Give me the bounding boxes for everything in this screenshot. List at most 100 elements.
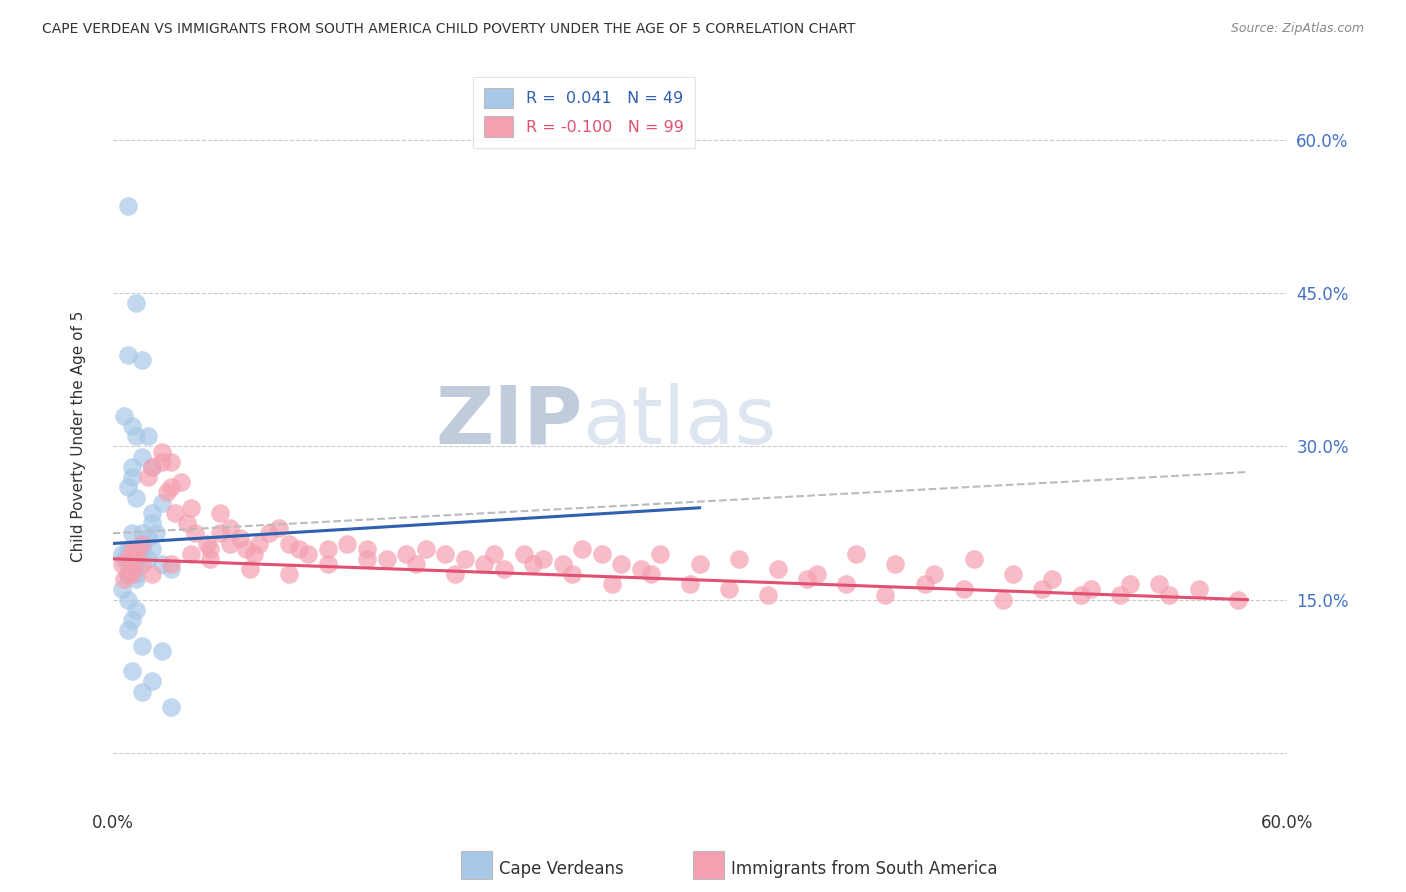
Point	[991, 592, 1014, 607]
Point	[150, 644, 173, 658]
Point	[131, 450, 153, 464]
Text: Cape Verdeans: Cape Verdeans	[499, 860, 624, 878]
Point	[121, 557, 143, 571]
Point	[209, 526, 232, 541]
Point	[131, 536, 153, 550]
Point	[591, 547, 613, 561]
Point	[141, 516, 163, 530]
Point	[952, 582, 974, 597]
Point	[136, 429, 159, 443]
Point	[117, 567, 139, 582]
Point	[551, 557, 574, 571]
Point	[150, 444, 173, 458]
Point	[1040, 572, 1063, 586]
Point	[756, 588, 779, 602]
Point	[131, 526, 153, 541]
Point	[277, 536, 299, 550]
Point	[184, 526, 207, 541]
Point	[112, 572, 135, 586]
Point	[522, 557, 544, 571]
Point	[200, 551, 222, 566]
Point	[415, 541, 437, 556]
Point	[125, 296, 148, 310]
Point	[156, 485, 179, 500]
Point	[914, 577, 936, 591]
Point	[717, 582, 740, 597]
Point	[689, 557, 711, 571]
Point	[131, 684, 153, 698]
Point	[356, 551, 378, 566]
Point	[125, 541, 148, 556]
Point	[1119, 577, 1142, 591]
Point	[125, 429, 148, 443]
Point	[121, 541, 143, 556]
Point	[125, 603, 148, 617]
Point	[875, 588, 897, 602]
Point	[150, 557, 173, 571]
Point	[316, 557, 339, 571]
Point	[962, 551, 984, 566]
Point	[1001, 567, 1024, 582]
Legend: R =  0.041   N = 49, R = -0.100   N = 99: R = 0.041 N = 49, R = -0.100 N = 99	[472, 77, 695, 148]
Point	[117, 567, 139, 582]
Point	[131, 639, 153, 653]
Point	[195, 536, 218, 550]
Point	[219, 521, 242, 535]
Point	[131, 557, 153, 571]
Point	[219, 536, 242, 550]
Point	[395, 547, 418, 561]
Point	[117, 347, 139, 361]
Point	[209, 506, 232, 520]
Point	[287, 541, 309, 556]
Point	[247, 536, 270, 550]
Point	[150, 455, 173, 469]
Point	[531, 551, 554, 566]
Point	[131, 536, 153, 550]
Point	[242, 547, 264, 561]
Point	[125, 572, 148, 586]
Point	[474, 557, 496, 571]
Point	[121, 419, 143, 434]
Point	[766, 562, 789, 576]
Point	[1109, 588, 1132, 602]
Point	[405, 557, 427, 571]
Point	[180, 500, 202, 515]
Point	[117, 199, 139, 213]
Point	[141, 506, 163, 520]
Point	[141, 567, 163, 582]
Point	[1031, 582, 1053, 597]
Point	[112, 551, 135, 566]
Point	[141, 541, 163, 556]
Point	[444, 567, 467, 582]
Point	[835, 577, 858, 591]
Point	[200, 541, 222, 556]
Point	[136, 551, 159, 566]
Point	[131, 541, 153, 556]
Point	[117, 567, 139, 582]
Point	[170, 475, 193, 490]
Point	[136, 532, 159, 546]
Text: CAPE VERDEAN VS IMMIGRANTS FROM SOUTH AMERICA CHILD POVERTY UNDER THE AGE OF 5 C: CAPE VERDEAN VS IMMIGRANTS FROM SOUTH AM…	[42, 22, 856, 37]
Text: atlas: atlas	[582, 383, 776, 460]
Point	[316, 541, 339, 556]
Point	[561, 567, 583, 582]
Point	[277, 567, 299, 582]
Point	[796, 572, 818, 586]
Point	[610, 557, 633, 571]
Point	[1080, 582, 1102, 597]
Point	[482, 547, 505, 561]
Point	[239, 562, 262, 576]
Point	[121, 562, 143, 576]
Point	[492, 562, 515, 576]
Point	[121, 547, 143, 561]
Point	[1187, 582, 1209, 597]
Point	[117, 624, 139, 638]
Point	[229, 532, 252, 546]
Point	[806, 567, 828, 582]
Point	[121, 613, 143, 627]
Point	[454, 551, 477, 566]
Point	[1070, 588, 1092, 602]
Point	[267, 521, 290, 535]
Point	[375, 551, 398, 566]
Point	[125, 547, 148, 561]
